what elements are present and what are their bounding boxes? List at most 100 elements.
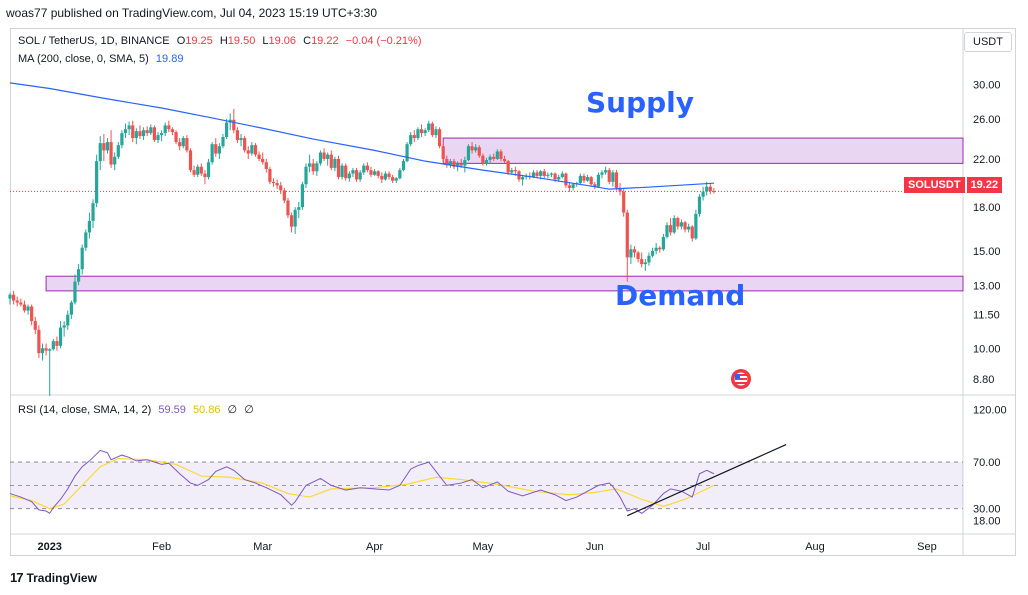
candle[interactable]: [409, 135, 413, 145]
candle[interactable]: [113, 156, 117, 165]
candle[interactable]: [44, 348, 48, 351]
candle[interactable]: [596, 174, 601, 187]
candle[interactable]: [358, 172, 362, 180]
candle[interactable]: [98, 143, 102, 162]
candle[interactable]: [434, 129, 438, 136]
demand-zone[interactable]: [45, 275, 964, 292]
candle[interactable]: [308, 163, 312, 167]
candle[interactable]: [430, 123, 434, 136]
candle[interactable]: [253, 145, 258, 155]
candle[interactable]: [557, 177, 561, 180]
candle[interactable]: [643, 262, 647, 265]
candle[interactable]: [582, 175, 586, 181]
candle[interactable]: [257, 154, 261, 159]
candle[interactable]: [437, 129, 442, 147]
candle[interactable]: [300, 184, 304, 208]
candle[interactable]: [499, 151, 503, 159]
candle[interactable]: [145, 130, 149, 134]
candle[interactable]: [141, 130, 146, 137]
candle[interactable]: [51, 341, 55, 350]
candle[interactable]: [589, 177, 593, 185]
candle[interactable]: [632, 249, 637, 253]
candle[interactable]: [687, 226, 691, 230]
candle[interactable]: [640, 259, 644, 265]
symbol-label[interactable]: SOL / TetherUS, 1D, BINANCE: [18, 35, 170, 47]
candle[interactable]: [553, 173, 557, 180]
candle[interactable]: [622, 191, 626, 213]
candle[interactable]: [351, 170, 355, 174]
candle[interactable]: [394, 178, 398, 181]
candle[interactable]: [405, 144, 409, 162]
candle[interactable]: [585, 177, 590, 181]
rsi-sma-line[interactable]: [9, 457, 715, 510]
candle[interactable]: [495, 151, 499, 159]
candle[interactable]: [199, 166, 203, 174]
candle[interactable]: [217, 146, 221, 154]
candle[interactable]: [369, 170, 373, 175]
candle[interactable]: [12, 294, 16, 301]
candle[interactable]: [387, 173, 391, 178]
candle[interactable]: [22, 304, 27, 311]
candle[interactable]: [174, 132, 178, 143]
candle[interactable]: [232, 119, 236, 131]
candle[interactable]: [48, 349, 52, 351]
candle[interactable]: [401, 161, 406, 171]
candle[interactable]: [477, 147, 481, 156]
candle[interactable]: [567, 185, 572, 188]
candle[interactable]: [661, 236, 665, 250]
candle[interactable]: [271, 181, 276, 184]
candle[interactable]: [250, 145, 254, 154]
candle[interactable]: [333, 158, 337, 168]
candle[interactable]: [416, 129, 420, 139]
candle[interactable]: [546, 174, 550, 176]
candle[interactable]: [470, 146, 474, 151]
candle[interactable]: [196, 166, 200, 175]
rsi-trendline[interactable]: [627, 444, 787, 517]
candle[interactable]: [95, 161, 99, 204]
candle[interactable]: [380, 175, 384, 180]
candle[interactable]: [224, 122, 229, 138]
candle[interactable]: [456, 163, 460, 167]
candle[interactable]: [37, 329, 41, 354]
candle[interactable]: [163, 125, 167, 134]
rsi-label[interactable]: RSI (14, close, SMA, 14, 2): [18, 404, 152, 416]
candle[interactable]: [127, 125, 131, 130]
candle[interactable]: [55, 341, 59, 346]
candle[interactable]: [372, 171, 377, 175]
candle[interactable]: [8, 294, 12, 299]
candle[interactable]: [329, 154, 333, 168]
candle[interactable]: [607, 170, 611, 182]
candle[interactable]: [419, 129, 424, 134]
candle[interactable]: [235, 130, 240, 141]
candle[interactable]: [340, 165, 344, 178]
candle[interactable]: [398, 170, 402, 179]
candle[interactable]: [275, 183, 279, 186]
candle[interactable]: [694, 213, 698, 239]
candle[interactable]: [344, 165, 348, 179]
candle[interactable]: [73, 281, 77, 303]
candle[interactable]: [19, 302, 23, 305]
candle[interactable]: [87, 220, 92, 233]
candle[interactable]: [412, 135, 416, 139]
candle[interactable]: [423, 130, 427, 134]
candle[interactable]: [279, 185, 283, 191]
candle[interactable]: [466, 146, 471, 161]
candle[interactable]: [286, 200, 290, 216]
candle[interactable]: [708, 186, 712, 192]
candle[interactable]: [206, 162, 211, 178]
candle[interactable]: [160, 133, 164, 136]
candle[interactable]: [459, 163, 463, 166]
candle[interactable]: [697, 196, 702, 214]
candle[interactable]: [289, 215, 294, 227]
candle[interactable]: [391, 177, 395, 181]
candle[interactable]: [84, 232, 88, 248]
candle[interactable]: [134, 131, 138, 139]
candle[interactable]: [365, 165, 369, 171]
candle[interactable]: [510, 170, 514, 173]
candle[interactable]: [33, 321, 37, 330]
candle[interactable]: [362, 165, 366, 173]
candle[interactable]: [549, 173, 554, 175]
candle[interactable]: [383, 173, 388, 180]
candle[interactable]: [261, 158, 265, 163]
candle[interactable]: [170, 129, 175, 133]
